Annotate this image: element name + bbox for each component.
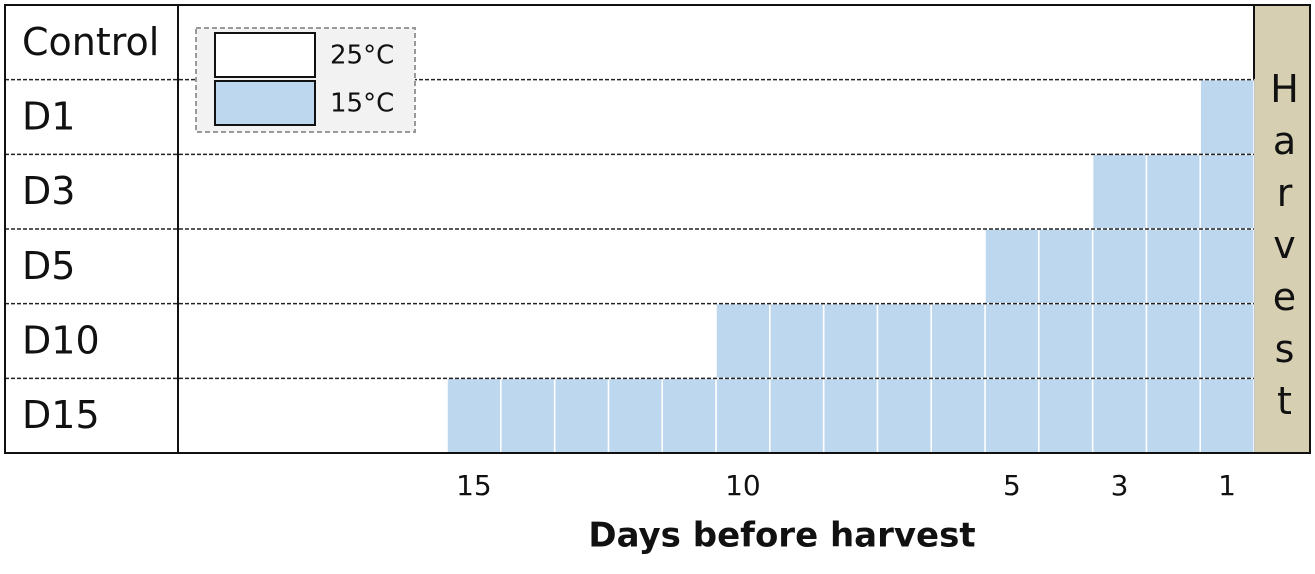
cold-cell: [769, 377, 825, 454]
cold-cell: [1145, 228, 1201, 305]
cold-cell: [984, 302, 1040, 380]
cold-cell: [553, 377, 610, 454]
cold-cell: [661, 377, 717, 454]
cold-cell: [1038, 377, 1094, 454]
cold-cell: [984, 377, 1040, 454]
harvest-label: Harvest: [1263, 67, 1307, 431]
row-label: D3: [22, 169, 75, 213]
cold-cell: [1091, 228, 1148, 305]
x-tick-label: 15: [456, 469, 492, 502]
cold-cell: [1199, 228, 1255, 305]
legend-swatch: [214, 32, 316, 78]
cold-cell: [500, 377, 556, 454]
cold-cell: [1038, 302, 1094, 380]
cold-cell: [1145, 153, 1201, 230]
cold-cell: [1199, 153, 1255, 230]
cold-cell: [1199, 377, 1255, 454]
legend-label: 15°C: [330, 89, 394, 119]
x-axis-title: Days before harvest: [588, 516, 975, 556]
cold-cell: [1199, 302, 1255, 380]
cold-cell: [1199, 78, 1255, 156]
x-tick-label: 5: [1003, 469, 1021, 502]
cold-cell: [930, 302, 986, 380]
x-tick-label: 3: [1111, 469, 1129, 502]
row-label: D10: [22, 319, 100, 363]
frame: [4, 4, 1311, 454]
cold-cell: [769, 302, 825, 380]
x-tick-label: 10: [725, 469, 761, 502]
cold-cell: [876, 377, 932, 454]
legend-swatch: [214, 80, 316, 126]
cold-cell: [1091, 302, 1148, 380]
cold-cell: [822, 377, 879, 454]
x-tick-label: 1: [1218, 469, 1236, 502]
cold-cell: [607, 377, 663, 454]
row-label: Control: [22, 20, 159, 64]
row-label: D15: [22, 393, 100, 437]
legend-label: 25°C: [330, 41, 394, 71]
cold-cell: [1145, 377, 1201, 454]
cold-cell: [822, 302, 879, 380]
cold-cell: [876, 302, 932, 380]
cold-cell: [1038, 228, 1094, 305]
row-label: D1: [22, 95, 75, 139]
cold-cell: [446, 377, 502, 454]
cold-cell: [715, 302, 771, 380]
harvest-column: [1253, 4, 1311, 454]
cold-cell: [1091, 377, 1148, 454]
cold-cell: [1145, 302, 1201, 380]
row-label: D5: [22, 244, 75, 288]
cold-cell: [715, 377, 771, 454]
cold-cell: [984, 228, 1040, 305]
cold-cell: [1091, 153, 1148, 230]
cold-cell: [930, 377, 986, 454]
